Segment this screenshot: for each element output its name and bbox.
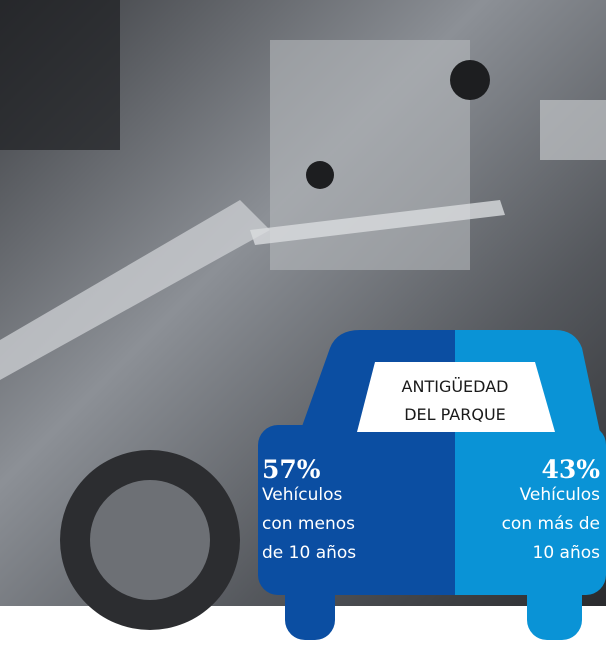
percent: 43% xyxy=(541,455,600,484)
description: Vehículos xyxy=(262,485,343,505)
description: Vehículos xyxy=(520,485,601,505)
percent: 57% xyxy=(262,455,321,484)
title: DEL PARQUE xyxy=(404,405,506,424)
description: de 10 años xyxy=(262,543,356,563)
description: con más de xyxy=(502,514,600,534)
infographic: ANTIGÜEDAD DEL PARQUE 57% Vehículos con … xyxy=(0,0,614,648)
description: 10 años xyxy=(533,543,601,563)
description: con menos xyxy=(262,514,355,534)
title: ANTIGÜEDAD xyxy=(402,377,509,396)
